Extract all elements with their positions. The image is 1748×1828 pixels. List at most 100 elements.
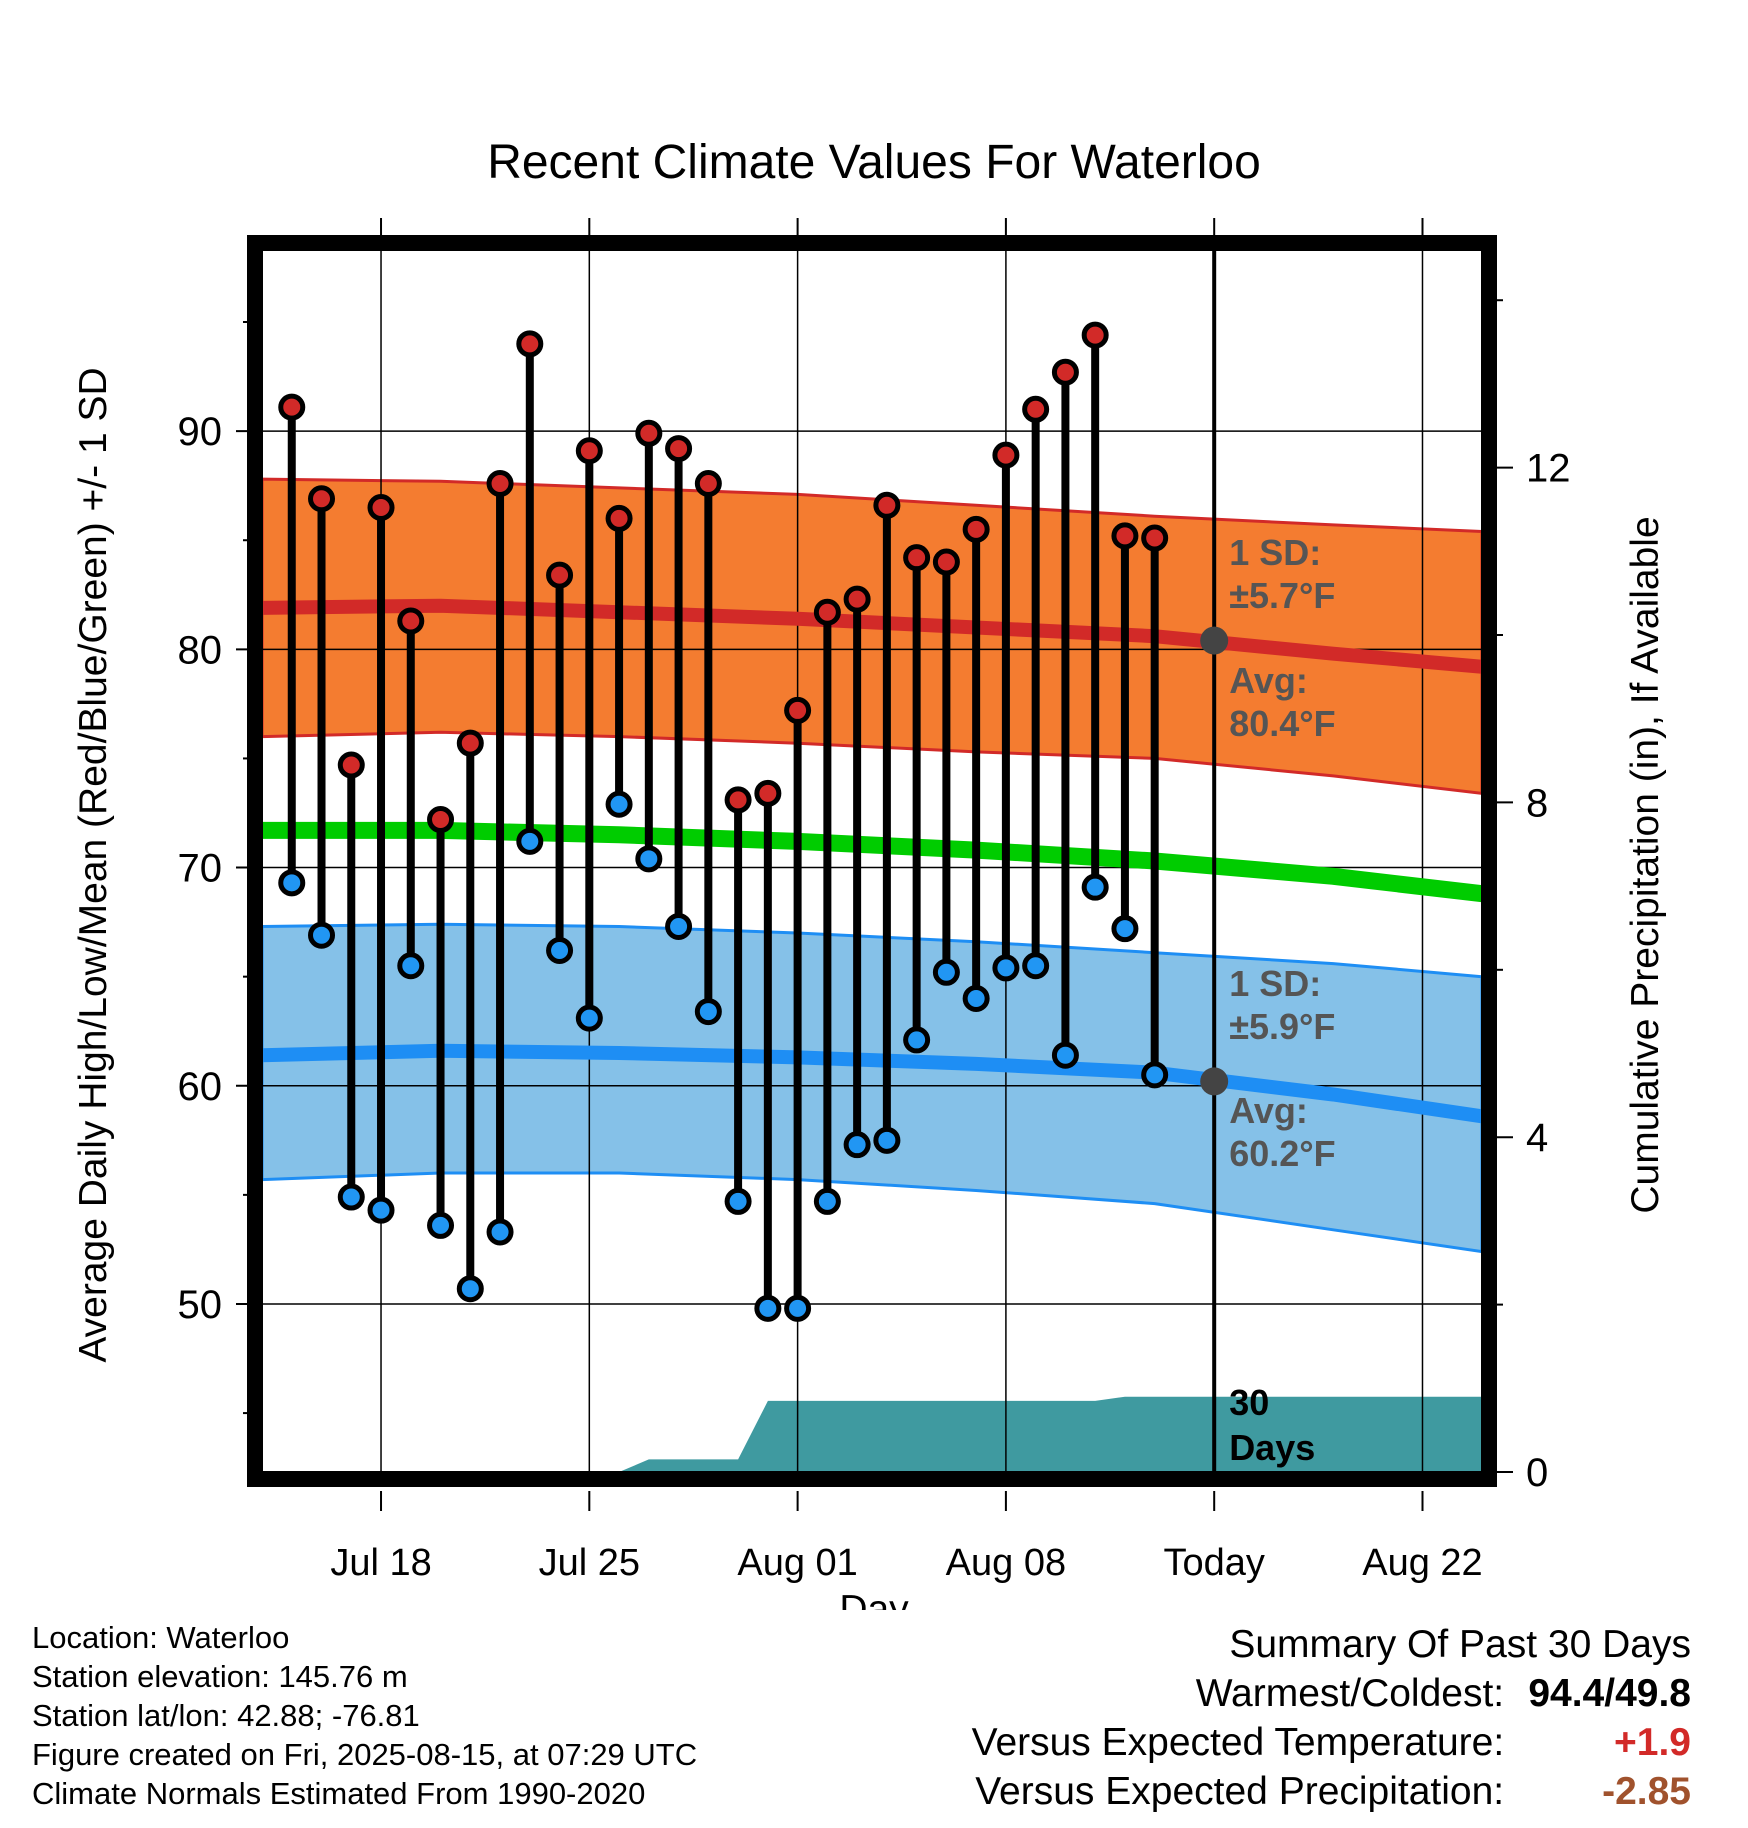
- high-point: [486, 469, 514, 497]
- high-point: [873, 491, 901, 519]
- high-point: [1141, 524, 1169, 552]
- precip-label: Versus Expected Precipitation:: [975, 1770, 1505, 1813]
- y-right-tick-label: 0: [1526, 1451, 1548, 1495]
- high-point: [278, 393, 306, 421]
- high-point: [992, 441, 1020, 469]
- low-point: [932, 958, 960, 986]
- precipitation-area: [291, 1396, 1482, 1472]
- y-tick-label: 70: [178, 847, 223, 891]
- high-point: [367, 493, 395, 521]
- low-point: [635, 845, 663, 873]
- low-point: [278, 869, 306, 897]
- elevation-text: Station elevation: 145.76 m: [32, 1659, 408, 1694]
- days-annotation-line2: Days: [1229, 1427, 1315, 1468]
- low-point: [456, 1275, 484, 1303]
- high-point: [903, 544, 931, 572]
- high-sd-annotation-line1: 1 SD:: [1229, 532, 1321, 573]
- x-axis-label: Day: [839, 1588, 909, 1610]
- summary-heading: Summary Of Past 30 Days: [1229, 1623, 1691, 1666]
- low-point: [724, 1187, 752, 1215]
- plot-content: [262, 250, 1482, 1472]
- location-text: Location: Waterloo: [32, 1620, 290, 1655]
- temp-label: Versus Expected Temperature:: [971, 1721, 1505, 1764]
- low-point: [694, 998, 722, 1026]
- low-point: [843, 1131, 871, 1159]
- y-right-tick-label: 4: [1526, 1116, 1548, 1160]
- y-tick-label: 80: [178, 628, 223, 672]
- high-avg-annotation-line2: 80.4°F: [1229, 703, 1335, 744]
- high-point: [605, 504, 633, 532]
- high-point: [427, 806, 455, 834]
- low-point: [397, 952, 425, 980]
- low-point: [1141, 1061, 1169, 1089]
- low-point: [486, 1218, 514, 1246]
- x-tick-label: Aug 08: [946, 1542, 1066, 1584]
- high-point: [337, 751, 365, 779]
- high-point: [813, 598, 841, 626]
- plot-frame: [247, 235, 1497, 1487]
- low-point: [605, 790, 633, 818]
- summary-panel: Summary Of Past 30 Days Warmest/Coldest:…: [972, 1620, 1691, 1816]
- low-point: [308, 921, 336, 949]
- high-point: [516, 330, 544, 358]
- low-point: [516, 827, 544, 855]
- created-text: Figure created on Fri, 2025-08-15, at 07…: [32, 1737, 698, 1772]
- high-point: [575, 437, 603, 465]
- x-tick-label: Jul 25: [539, 1542, 640, 1584]
- low-point: [1111, 915, 1139, 943]
- low-point: [665, 912, 693, 940]
- high-point: [843, 585, 871, 613]
- low-point: [1081, 873, 1109, 901]
- precip-value: -2.85: [1602, 1770, 1691, 1813]
- high-point: [962, 515, 990, 543]
- today-high-normal-marker: [1200, 626, 1229, 655]
- y-right-tick-label: 12: [1526, 447, 1571, 491]
- summary-precip-row: Versus Expected Precipitation: -2.85: [972, 1767, 1691, 1816]
- high-point: [635, 419, 663, 447]
- low-point: [546, 936, 574, 964]
- station-info: Location: Waterloo Station elevation: 14…: [32, 1618, 697, 1813]
- low-point: [903, 1026, 931, 1054]
- low-point: [427, 1211, 455, 1239]
- latlon-text: Station lat/lon: 42.88; -76.81: [32, 1698, 420, 1733]
- low-avg-annotation-line1: Avg:: [1229, 1090, 1308, 1131]
- y-axis-label-left: Average Daily High/Low/Mean (Red/Blue/Gr…: [72, 367, 115, 1362]
- high-point: [754, 779, 782, 807]
- low-point: [962, 984, 990, 1012]
- temp-value: +1.9: [1614, 1721, 1691, 1764]
- climate-chart: Recent Climate Values For Waterloo 1 SD:…: [72, 136, 1667, 1610]
- low-point: [337, 1183, 365, 1211]
- high-point: [1022, 395, 1050, 423]
- x-tick-label: Aug 22: [1362, 1542, 1482, 1584]
- high-point: [1111, 522, 1139, 550]
- low-sd-annotation-line2: ±5.9°F: [1229, 1006, 1335, 1047]
- y-tick-label: 60: [178, 1065, 223, 1109]
- days-annotation-line1: 30: [1229, 1382, 1269, 1423]
- low-point: [575, 1004, 603, 1032]
- plot-background: [262, 250, 1482, 1472]
- x-tick-label: Aug 01: [737, 1542, 857, 1584]
- high-point: [665, 435, 693, 463]
- low-point: [992, 954, 1020, 982]
- high-sd-annotation-line2: ±5.7°F: [1229, 575, 1335, 616]
- y-axis-label-right: Cumulative Precipitation (in), If Availa…: [1624, 516, 1667, 1213]
- chart-title: Recent Climate Values For Waterloo: [487, 136, 1261, 189]
- y-right-tick-label: 8: [1526, 781, 1548, 825]
- today-low-normal-marker: [1200, 1067, 1229, 1096]
- high-point: [694, 469, 722, 497]
- y-tick-label: 90: [178, 410, 223, 454]
- low-point: [813, 1187, 841, 1215]
- high-point: [784, 696, 812, 724]
- high-point: [1051, 358, 1079, 386]
- x-tick-label: Jul 18: [330, 1542, 431, 1584]
- summary-warm-row: Warmest/Coldest: 94.4/49.8: [972, 1669, 1691, 1718]
- high-point: [546, 561, 574, 589]
- low-point: [1051, 1041, 1079, 1069]
- low-avg-annotation-line2: 60.2°F: [1229, 1133, 1335, 1174]
- low-sd-annotation-line1: 1 SD:: [1229, 963, 1321, 1004]
- high-point: [308, 485, 336, 513]
- low-point: [1022, 952, 1050, 980]
- low-point: [873, 1126, 901, 1154]
- warm-label: Warmest/Coldest:: [1195, 1672, 1505, 1715]
- low-point: [754, 1294, 782, 1322]
